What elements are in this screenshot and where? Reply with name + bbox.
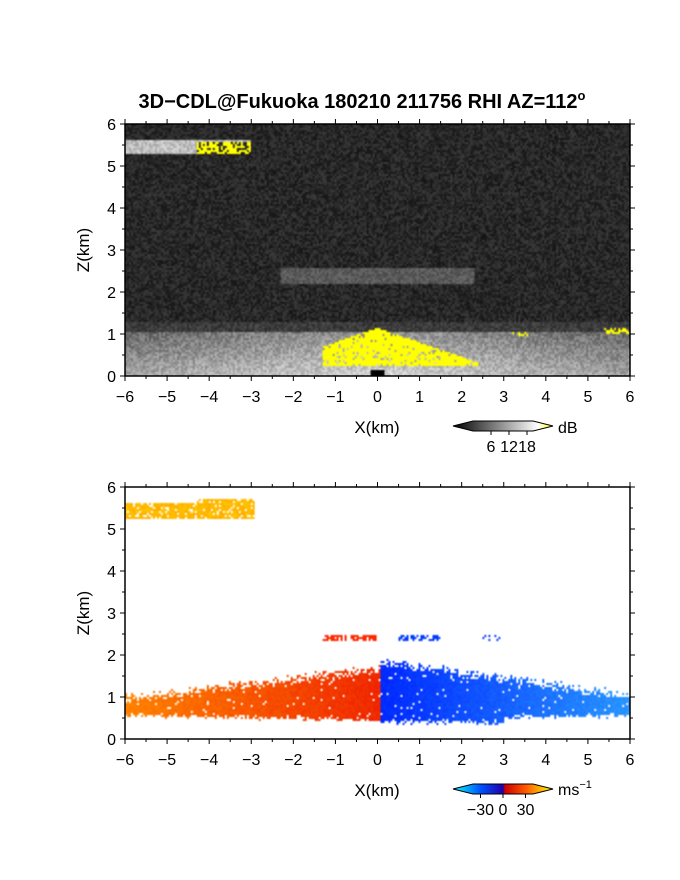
y-axis-label: Z(km)	[74, 591, 93, 635]
x-tick-label: −6	[116, 752, 134, 769]
x-tick-label: 5	[583, 389, 592, 406]
y-tick-label: 3	[107, 243, 116, 260]
colorbar: 6 12 18 dB	[452, 420, 578, 456]
x-tick-label: 4	[541, 389, 550, 406]
x-tick-label: 3	[499, 752, 508, 769]
axis-ticks: −6 −5 −4 −3 −2 −1 0 1 2 3 4 5 6 0 1 2 3 4 5 6	[107, 117, 635, 406]
velocity-panel: −6 −5 −4 −3 −2 −1 0 1 2 3 4 5 6 0 1 2 3 4 5 6 X(km) Z(km) −…	[74, 480, 635, 819]
x-axis-label: X(km)	[354, 781, 399, 800]
axis-ticks: −6 −5 −4 −3 −2 −1 0 1 2 3 4 5 6 0 1 2 3 4 5 6	[107, 480, 635, 769]
colorbar-tick-label: 6	[487, 439, 496, 456]
y-tick-label: 0	[107, 732, 116, 749]
x-tick-label: −1	[326, 389, 344, 406]
x-tick-label: 2	[457, 752, 466, 769]
y-axis-label: Z(km)	[74, 228, 93, 272]
colorbar-unit: dB	[558, 420, 578, 437]
x-axis-label: X(km)	[354, 418, 399, 437]
x-tick-label: −4	[200, 389, 218, 406]
x-tick-label: −3	[242, 752, 260, 769]
x-tick-label: 6	[626, 752, 635, 769]
y-tick-label: 3	[107, 606, 116, 623]
colorbar-gradient	[452, 420, 554, 432]
colorbar-tick-label: 30	[517, 802, 535, 819]
colorbar-unit: ms−1	[558, 779, 592, 799]
x-tick-label: 5	[583, 752, 592, 769]
x-tick-label: 2	[457, 389, 466, 406]
x-tick-label: 0	[373, 752, 382, 769]
backscatter-heatmap	[125, 124, 630, 376]
y-tick-label: 2	[107, 285, 116, 302]
x-tick-label: 1	[415, 389, 424, 406]
y-tick-label: 6	[107, 117, 116, 134]
velocity-heatmap	[125, 487, 630, 739]
colorbar-tick-label: 18	[518, 439, 536, 456]
x-tick-label: 1	[415, 752, 424, 769]
x-tick-label: −1	[326, 752, 344, 769]
colorbar-tick-label: −30	[467, 802, 494, 819]
y-tick-label: 1	[107, 690, 116, 707]
colorbar-tick-label: 0	[499, 802, 508, 819]
y-tick-label: 0	[107, 369, 116, 386]
y-tick-label: 1	[107, 327, 116, 344]
chart-title: 3D−CDL@Fukuoka 180210 211756 RHI AZ=112o	[139, 88, 586, 113]
x-tick-label: 6	[626, 389, 635, 406]
x-tick-label: −6	[116, 389, 134, 406]
x-tick-label: −2	[284, 752, 302, 769]
y-tick-label: 4	[107, 564, 116, 581]
y-tick-label: 2	[107, 648, 116, 665]
colorbar: −30 0 30 ms−1	[452, 779, 592, 819]
y-tick-label: 6	[107, 480, 116, 497]
x-tick-label: 3	[499, 389, 508, 406]
x-tick-label: −2	[284, 389, 302, 406]
colorbar-tick-label: 12	[500, 439, 518, 456]
y-tick-label: 5	[107, 522, 116, 539]
x-tick-label: 0	[373, 389, 382, 406]
x-tick-label: −5	[158, 389, 176, 406]
x-tick-label: −4	[200, 752, 218, 769]
colorbar-gradient	[452, 783, 554, 795]
x-tick-label: 4	[541, 752, 550, 769]
y-tick-label: 4	[107, 201, 116, 218]
x-tick-label: −5	[158, 752, 176, 769]
x-tick-label: −3	[242, 389, 260, 406]
y-tick-label: 5	[107, 159, 116, 176]
